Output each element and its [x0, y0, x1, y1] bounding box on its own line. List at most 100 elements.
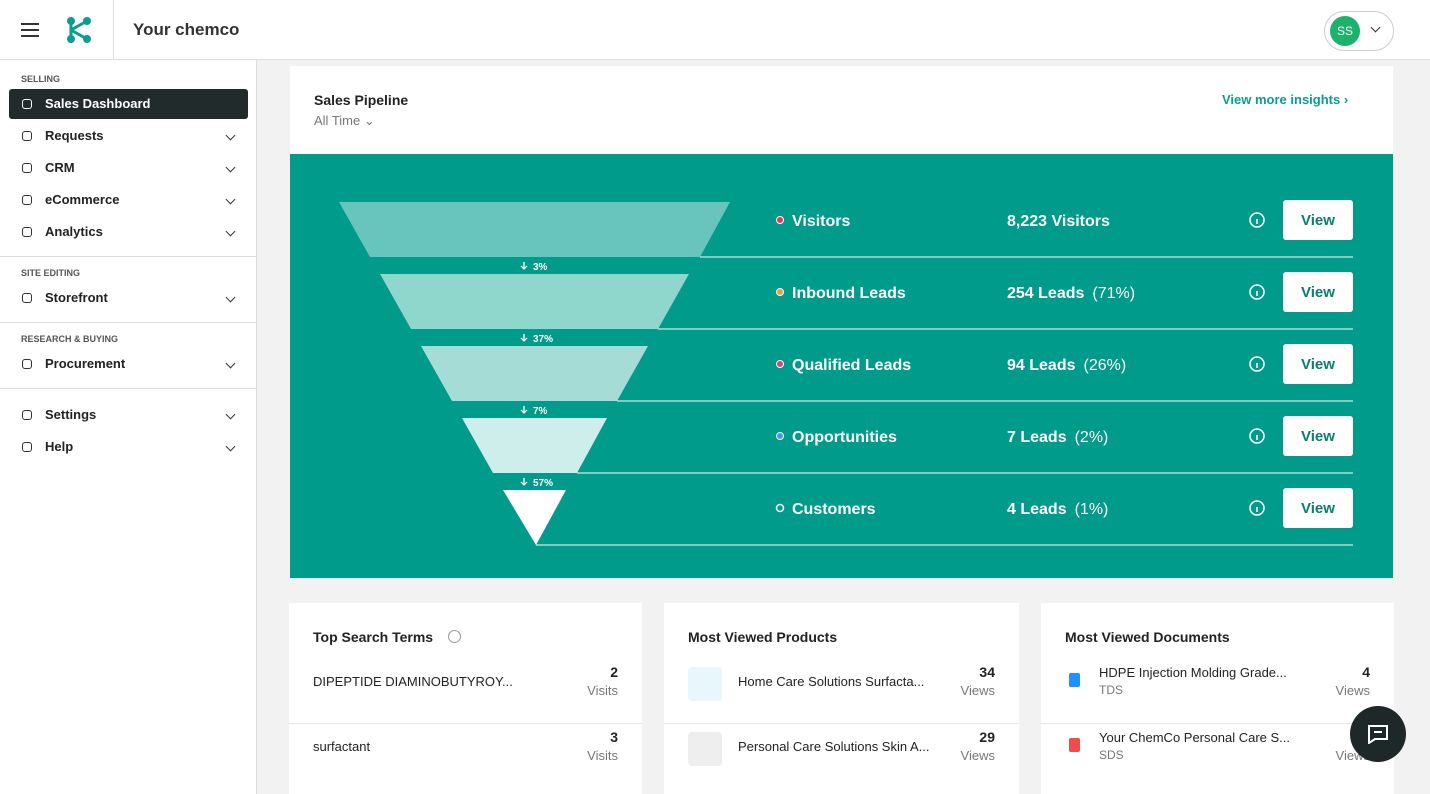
- funnel-stage: [380, 274, 689, 329]
- logo[interactable]: [66, 16, 92, 44]
- button-label: View: [1301, 284, 1335, 301]
- row-name: DIPEPTIDE DIAMINOBUTYROY...: [313, 674, 513, 689]
- divider: [0, 322, 256, 323]
- view-button[interactable]: View: [1283, 488, 1353, 528]
- view-button[interactable]: View: [1283, 416, 1353, 456]
- nav-item[interactable]: Sales Dashboard: [9, 89, 248, 119]
- nav-item[interactable]: Storefront: [9, 283, 248, 313]
- button-bg: [1283, 488, 1353, 528]
- funnel-stage: [462, 418, 607, 473]
- button-bg: [1283, 344, 1353, 384]
- nav-icon: [22, 99, 32, 109]
- row-divider: [289, 723, 642, 724]
- conversion-arrow: [520, 478, 528, 486]
- nav-icon: [22, 227, 32, 237]
- funnel-stage: [421, 346, 648, 401]
- nav-label: Procurement: [45, 356, 126, 371]
- stage-name: Inbound Leads: [792, 285, 906, 302]
- row-count: 4: [1362, 664, 1370, 680]
- nav-icon: [22, 442, 32, 452]
- stage-name: Opportunities: [792, 429, 897, 446]
- info-icon[interactable]: [1249, 212, 1265, 228]
- row-divider: [664, 723, 1019, 724]
- conversion-rate: 3%: [533, 262, 548, 273]
- nav-label: Sales Dashboard: [45, 96, 151, 111]
- view-button[interactable]: View: [1283, 200, 1353, 240]
- info-icon[interactable]: [1249, 284, 1265, 300]
- menu-icon[interactable]: [20, 22, 40, 38]
- header: Your chemco SS: [0, 0, 1430, 60]
- nav-item[interactable]: Settings: [9, 400, 248, 430]
- nav-label: eCommerce: [45, 192, 120, 207]
- product-thumb: [688, 732, 722, 766]
- stage-name: Visitors: [792, 213, 851, 230]
- row-type: TDS: [1099, 683, 1123, 697]
- nav-item[interactable]: Help: [9, 432, 248, 462]
- doc-icon: [1069, 673, 1080, 687]
- conversion-arrow: [520, 334, 528, 342]
- stage-count: 8,223 Visitors: [1007, 213, 1110, 230]
- list-card: Most Viewed Products Home Care Solutions …: [664, 603, 1019, 794]
- info-icon[interactable]: [1249, 356, 1265, 372]
- row-divider: [1041, 723, 1394, 724]
- nav-item[interactable]: Analytics: [9, 217, 248, 247]
- avatar: SS: [1330, 16, 1360, 46]
- chevron: [225, 441, 236, 452]
- link-text: View more insights: [1222, 92, 1341, 107]
- card-title: Most Viewed Products: [688, 629, 838, 645]
- row-count: 29: [979, 729, 995, 745]
- nav-item[interactable]: Requests: [9, 121, 248, 151]
- doc-icon: [1069, 738, 1080, 752]
- stage-dot: [776, 360, 784, 368]
- nav-icon: [22, 163, 32, 173]
- stage-name: Qualified Leads: [792, 357, 911, 374]
- chevron: [225, 162, 236, 173]
- info-icon[interactable]: [1249, 428, 1265, 444]
- info-icon: [448, 630, 461, 643]
- row-unit: Views: [960, 683, 995, 698]
- section-label: RESEARCH & BUYING: [21, 334, 119, 344]
- account-menu[interactable]: SS: [1324, 11, 1394, 51]
- button-bg: [1283, 416, 1353, 456]
- stage-name: Customers: [792, 501, 876, 518]
- insights-link[interactable]: View more insights ›: [1222, 92, 1349, 107]
- row-name: Home Care Solutions Surfacta...: [738, 674, 925, 689]
- nav-item[interactable]: CRM: [9, 153, 248, 183]
- nav-icon: [22, 359, 32, 369]
- nav-label: Analytics: [45, 224, 103, 239]
- info-icon[interactable]: [1249, 500, 1265, 516]
- row-count: 3: [610, 729, 618, 745]
- nav-item[interactable]: eCommerce: [9, 185, 248, 215]
- chat-button[interactable]: [1350, 706, 1406, 762]
- row-unit: Visits: [587, 748, 618, 763]
- nav-label: Requests: [45, 128, 104, 143]
- funnel-stage: [503, 490, 566, 545]
- view-button[interactable]: View: [1283, 344, 1353, 384]
- view-button[interactable]: View: [1283, 272, 1353, 312]
- stage-share: (26%): [1083, 357, 1126, 374]
- chevron: [225, 130, 236, 141]
- row-name: Personal Care Solutions Skin A...: [738, 739, 930, 754]
- sidebar: SELLING Sales Dashboard Requests CRM eCommer…: [0, 60, 257, 794]
- conversion-arrow: [520, 262, 528, 270]
- product-thumb: [688, 667, 722, 701]
- nav-label: Settings: [45, 407, 97, 422]
- section-label: SELLING: [21, 74, 61, 84]
- stage-dot: [776, 432, 784, 440]
- nav-item[interactable]: Procurement: [9, 349, 248, 379]
- period-select[interactable]: All Time ⌄: [314, 113, 375, 128]
- row-type: SDS: [1099, 748, 1124, 762]
- row-unit: Visits: [587, 683, 618, 698]
- row-name: HDPE Injection Molding Grade...: [1099, 665, 1287, 680]
- divider: [0, 388, 256, 389]
- conversion-rate: 7%: [533, 406, 548, 417]
- row-name: surfactant: [313, 739, 371, 754]
- nav-icon: [22, 293, 32, 303]
- funnel-panel: Visitors 8,223 Visitors View Inbound Leads 2…: [290, 154, 1393, 578]
- nav-icon: [22, 131, 32, 141]
- nav-icon: [22, 195, 32, 205]
- card-title: Top Search Terms: [313, 629, 434, 645]
- conversion-arrow: [520, 406, 528, 414]
- chevron: [225, 409, 236, 420]
